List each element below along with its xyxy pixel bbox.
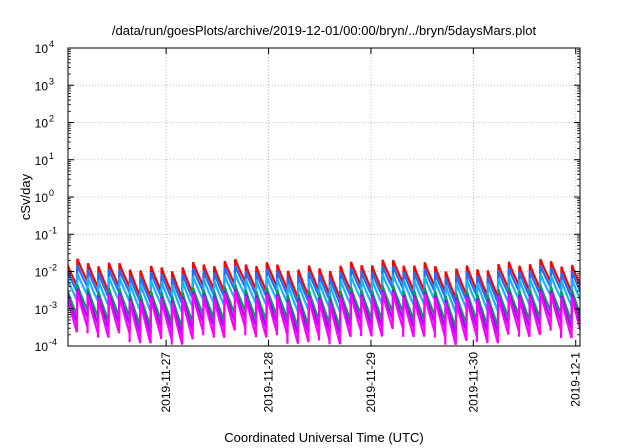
series-layer [68, 258, 580, 345]
y-tick-exponent: -1 [49, 225, 57, 235]
x-tick-label: 2019-11-30 [466, 352, 480, 413]
y-tick-exponent: 1 [49, 151, 54, 161]
y-tick-exponent: -3 [49, 300, 57, 310]
grid [68, 48, 580, 346]
series-line-5 [68, 290, 580, 345]
y-tick-label: 10 [35, 303, 49, 317]
y-tick-exponent: -4 [49, 337, 57, 347]
y-tick-label: 10 [35, 191, 49, 205]
y-tick-exponent: -2 [49, 263, 57, 273]
y-tick-exponent: 4 [49, 39, 54, 49]
y-tick-exponent: 3 [49, 76, 54, 86]
chart-title: /data/run/goesPlots/archive/2019-12-01/0… [112, 23, 537, 38]
y-tick-label: 10 [35, 154, 49, 168]
y-tick-exponent: 0 [49, 188, 54, 198]
x-tick-label: 2019-12-1 [569, 352, 583, 407]
x-tick-label: 2019-11-28 [262, 352, 276, 413]
y-tick-label: 10 [35, 79, 49, 93]
y-tick-label: 10 [35, 266, 49, 280]
y-tick-label: 10 [35, 228, 49, 242]
x-axis-label: Coordinated Universal Time (UTC) [224, 430, 423, 445]
y-tick-label: 10 [35, 340, 49, 354]
x-tick-label: 2019-11-29 [364, 352, 378, 413]
y-axis-label: cSv/day [18, 173, 33, 220]
y-tick-label: 10 [35, 117, 49, 131]
x-tick-label: 2019-11-27 [159, 352, 173, 413]
y-tick-exponent: 2 [49, 114, 54, 124]
y-tick-label: 10 [35, 42, 49, 56]
